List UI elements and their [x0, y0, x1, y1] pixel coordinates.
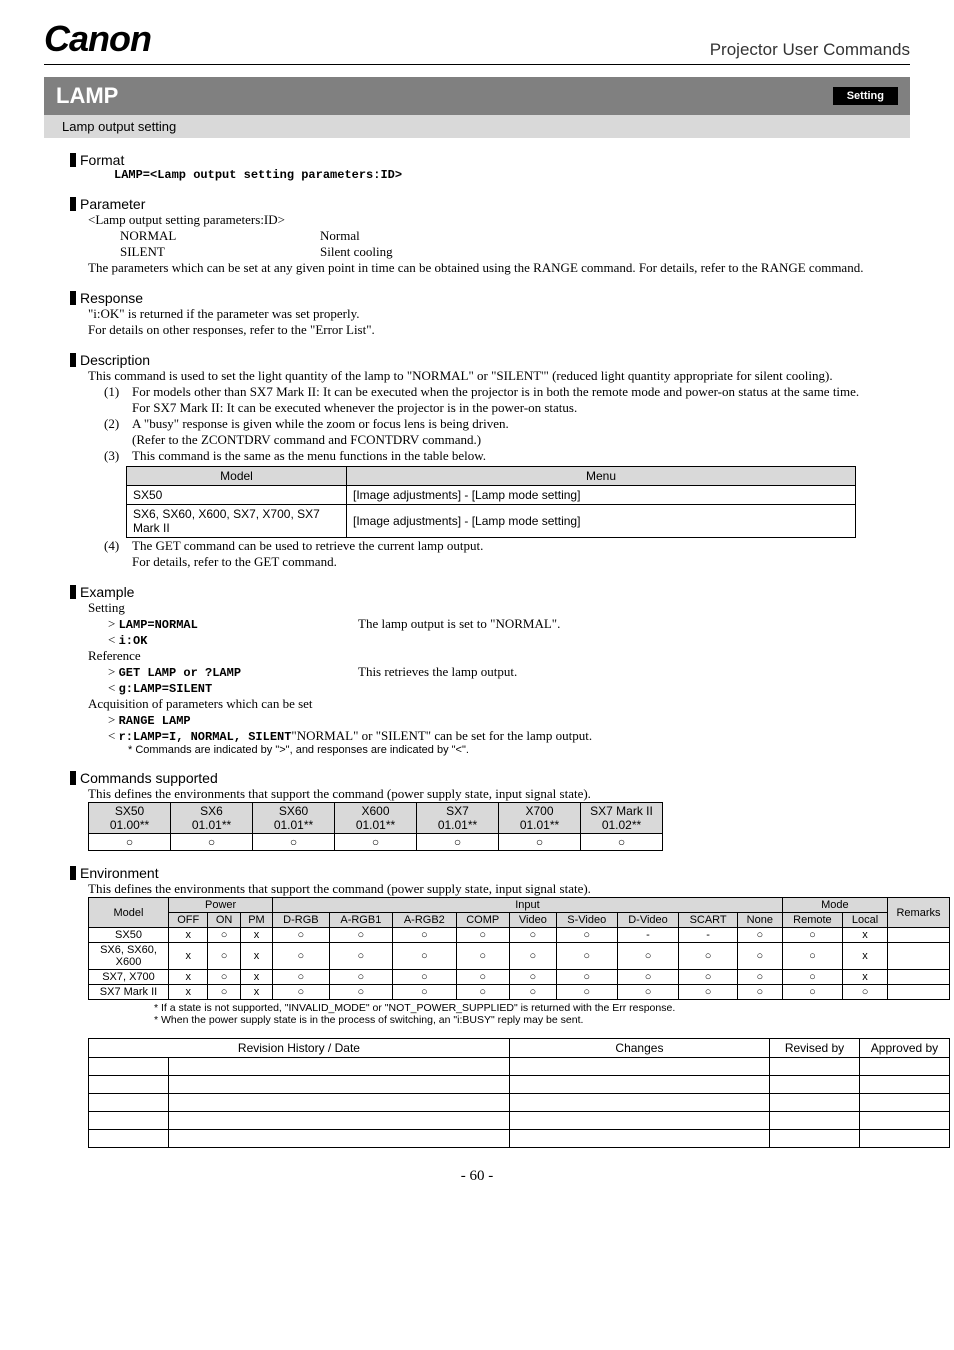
description-intro: This command is used to set the light qu… — [88, 368, 890, 384]
desc-4b: For details, refer to the GET command. — [132, 554, 337, 569]
parameter-note: The parameters which can be set at any g… — [88, 260, 890, 276]
ex-l2c: The lamp output is set to "NORMAL". — [358, 616, 560, 632]
model-menu-table: ModelMenu SX50[Image adjustments] - [Lam… — [126, 466, 856, 538]
ex-l3b: i:OK — [119, 634, 148, 648]
format-code: LAMP=<Lamp output setting parameters:ID> — [114, 168, 910, 182]
param-id-0: NORMAL — [120, 228, 320, 244]
parameter-line1: <Lamp output setting parameters:ID> — [88, 212, 890, 228]
environment-intro: This defines the environments that suppo… — [88, 881, 890, 897]
environment-heading: Environment — [70, 865, 910, 881]
response-heading: Response — [70, 290, 910, 306]
environment-table: Model Power Input Mode Remarks OFFONPMD-… — [88, 897, 950, 1000]
commands-table: SX5001.00**SX601.01**SX6001.01**X60001.0… — [88, 802, 663, 851]
ex-l4: Reference — [88, 648, 890, 664]
ex-l6b: g:LAMP=SILENT — [119, 682, 213, 696]
tbl-h-menu: Menu — [347, 467, 856, 486]
env-fn2: * When the power supply state is in the … — [154, 1014, 910, 1026]
canon-logo: Canon — [44, 18, 151, 60]
tbl-r2c1: SX6, SX60, X600, SX7, X700, SX7 Mark II — [127, 505, 347, 538]
commands-heading: Commands supported — [70, 770, 910, 786]
commands-intro: This defines the environments that suppo… — [88, 786, 890, 802]
param-id-1: SILENT — [120, 244, 320, 260]
header-title: Projector User Commands — [710, 40, 910, 60]
response-l2: For details on other responses, refer to… — [88, 322, 890, 338]
ex-note: * Commands are indicated by ">", and res… — [128, 744, 910, 756]
desc-2a: A "busy" response is given while the zoo… — [132, 416, 509, 431]
desc-1b: For SX7 Mark II: It can be executed when… — [132, 400, 577, 415]
param-desc-0: Normal — [320, 228, 910, 244]
setting-badge: Setting — [833, 87, 898, 105]
param-desc-1: Silent cooling — [320, 244, 910, 260]
ex-l5c: This retrieves the lamp output. — [358, 664, 517, 680]
ex-l2b: LAMP=NORMAL — [119, 618, 198, 632]
ex-l7: Acquisition of parameters which can be s… — [88, 696, 890, 712]
tbl-h-model: Model — [127, 467, 347, 486]
desc-3: This command is the same as the menu fun… — [132, 448, 900, 464]
desc-2b: (Refer to the ZCONTDRV command and FCONT… — [132, 432, 481, 447]
response-l1: "i:OK" is returned if the parameter was … — [88, 306, 890, 322]
desc-1a: For models other than SX7 Mark II: It ca… — [132, 384, 859, 399]
ex-l8b: RANGE LAMP — [119, 714, 191, 728]
tbl-r1c2: [Image adjustments] - [Lamp mode setting… — [347, 486, 856, 505]
tbl-r2c2: [Image adjustments] - [Lamp mode setting… — [347, 505, 856, 538]
ex-l9b: r:LAMP=I, NORMAL, SILENT — [119, 730, 292, 744]
format-heading: Format — [70, 152, 910, 168]
env-fn1: * If a state is not supported, "INVALID_… — [154, 1002, 910, 1014]
revision-table: Revision History / Date Changes Revised … — [88, 1038, 950, 1148]
page-number: - 60 - — [44, 1168, 910, 1185]
desc-4a: The GET command can be used to retrieve … — [132, 538, 483, 553]
tbl-r1c1: SX50 — [127, 486, 347, 505]
parameter-heading: Parameter — [70, 196, 910, 212]
ex-l1: Setting — [88, 600, 890, 616]
command-name: LAMP — [56, 83, 118, 109]
ex-l9c: "NORMAL" or "SILENT" can be set for the … — [291, 728, 592, 744]
command-subtitle: Lamp output setting — [44, 115, 910, 138]
ex-l5b: GET LAMP or ?LAMP — [119, 666, 241, 680]
description-heading: Description — [70, 352, 910, 368]
example-heading: Example — [70, 584, 910, 600]
